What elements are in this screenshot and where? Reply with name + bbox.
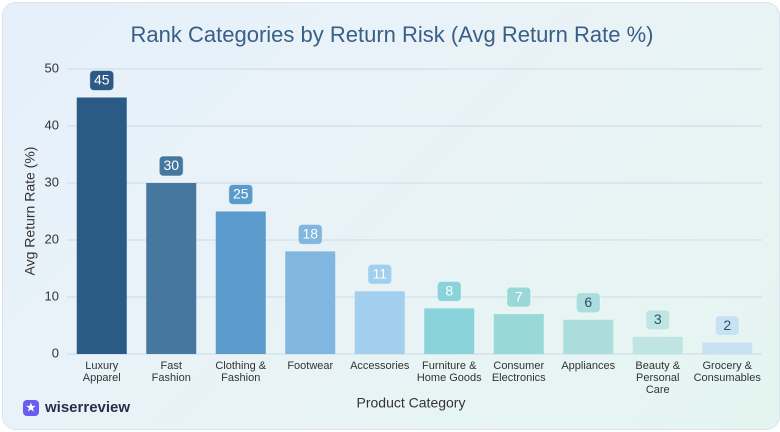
value-badge: 2	[714, 315, 740, 337]
x-tick-label: Clothing & Fashion	[215, 360, 267, 384]
x-tick-label: Luxury Apparel	[82, 360, 121, 384]
bar	[354, 291, 405, 354]
bar	[702, 342, 753, 354]
x-axis-label: Product Category	[357, 395, 466, 411]
value-label: 30	[163, 157, 179, 173]
value-badge-bg	[158, 155, 184, 177]
value-label: 3	[654, 311, 662, 327]
value-label: 7	[515, 288, 523, 304]
bar	[493, 314, 544, 354]
value-label: 45	[94, 72, 110, 88]
value-label: 6	[584, 294, 592, 310]
bar	[285, 251, 336, 354]
x-tick-label: Furniture & Home Goods	[416, 360, 482, 384]
value-label: 8	[445, 283, 453, 299]
value-badge: 6	[575, 292, 601, 314]
value-badge-bg	[228, 184, 254, 205]
value-badge: 3	[645, 309, 671, 331]
bar	[424, 308, 475, 354]
brand-icon	[23, 399, 39, 416]
bar	[215, 211, 266, 354]
y-tick-label: 40	[45, 117, 59, 132]
bar	[146, 183, 197, 354]
value-label: 18	[302, 226, 318, 242]
value-label: 11	[372, 266, 387, 282]
bar	[563, 319, 614, 354]
y-tick-label: 50	[45, 60, 59, 75]
brand: wiserreview	[23, 399, 130, 416]
value-badge-bg	[89, 70, 115, 91]
value-label: 2	[723, 317, 731, 333]
value-badge-bg	[367, 263, 393, 285]
value-label: 25	[233, 186, 249, 202]
brand-name: wiserreview	[45, 399, 131, 416]
chart-title: Rank Categories by Return Risk (Avg Retu…	[131, 22, 654, 47]
value-badge-bg	[575, 292, 601, 314]
x-tick-label: Consumer Electronics	[491, 360, 546, 384]
value-badge: 7	[506, 286, 532, 308]
y-axis-label: Avg Return Rate (%)	[22, 147, 38, 276]
value-badge: 18	[297, 223, 323, 245]
value-badge: 30	[158, 155, 184, 177]
y-tick-label: 0	[52, 345, 59, 360]
bar	[76, 97, 127, 354]
value-badge-bg	[436, 280, 462, 302]
value-badge-bg	[297, 223, 323, 245]
value-badge: 45	[89, 70, 115, 91]
value-badge-bg	[506, 286, 532, 308]
y-tick-label: 30	[45, 174, 59, 189]
x-tick-label: Grocery & Consumables	[693, 360, 761, 384]
value-badge: 8	[436, 280, 462, 302]
x-tick-label: Accessories	[350, 360, 410, 372]
bar	[632, 336, 683, 354]
x-tick-label: Footwear	[287, 360, 334, 372]
x-tick-label: Fast Fashion	[151, 360, 191, 384]
y-tick-label: 10	[45, 288, 59, 303]
value-badge: 25	[228, 184, 254, 205]
value-badge: 11	[367, 263, 393, 285]
value-badge-bg	[645, 309, 671, 331]
x-tick-label: Beauty & Personal Care	[635, 360, 681, 396]
value-badge-bg	[714, 315, 740, 337]
chart: Rank Categories by Return Risk (Avg Retu…	[22, 22, 762, 411]
y-tick-label: 20	[45, 231, 59, 246]
x-tick-label: Appliances	[561, 360, 616, 372]
